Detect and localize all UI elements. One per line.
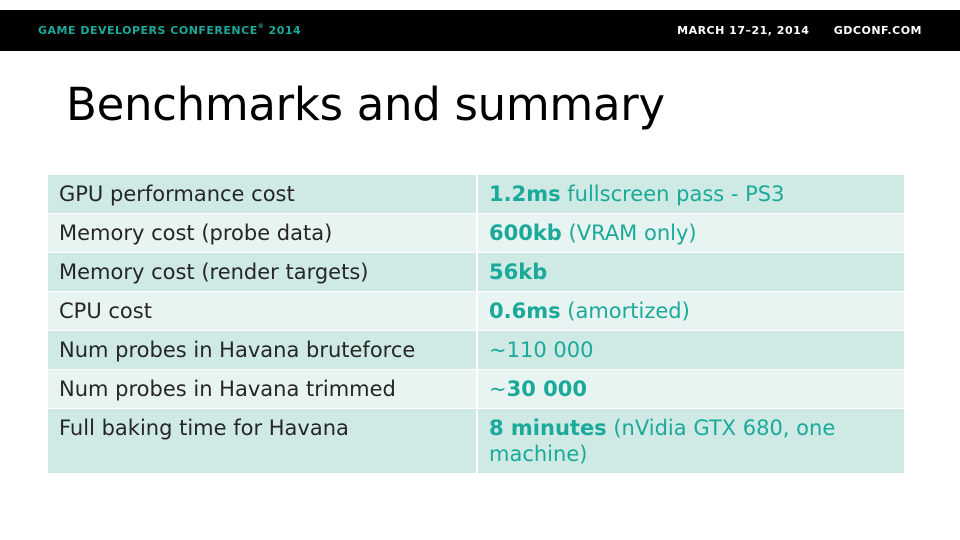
- value-prefix: ~: [489, 377, 507, 401]
- row-label: Memory cost (render targets): [48, 252, 478, 292]
- conference-website: GDCONF.COM: [833, 24, 922, 37]
- registered-mark: ®: [257, 23, 265, 30]
- table-row: GPU performance cost 1.2ms fullscreen pa…: [48, 175, 904, 214]
- value-bold: 8 minutes: [489, 416, 607, 440]
- header-right: MARCH 17–21, 2014 GDCONF.COM: [677, 24, 922, 37]
- value-bold: 0.6ms: [489, 299, 561, 323]
- value-rest: (amortized): [560, 299, 690, 323]
- row-value: 0.6ms (amortized): [477, 291, 904, 331]
- table-row: CPU cost 0.6ms (amortized): [48, 291, 904, 331]
- row-value: 1.2ms fullscreen pass - PS3: [477, 175, 904, 214]
- benchmark-table: GPU performance cost 1.2ms fullscreen pa…: [48, 175, 904, 474]
- row-label: Memory cost (probe data): [48, 213, 478, 253]
- row-value: 56kb: [477, 252, 904, 292]
- row-label: Num probes in Havana trimmed: [48, 369, 478, 409]
- row-value: 8 minutes (nVidia GTX 680, one machine): [477, 408, 904, 474]
- value-bold: 1.2ms: [489, 182, 561, 206]
- value-rest: (nVidia GTX 680, one machine): [489, 416, 836, 466]
- conference-dates: MARCH 17–21, 2014: [677, 24, 810, 37]
- conference-name: GAME DEVELOPERS CONFERENCE® 2014: [38, 23, 302, 37]
- value-rest: (VRAM only): [561, 221, 697, 245]
- value-bold: 56kb: [489, 260, 548, 284]
- row-label: Num probes in Havana bruteforce: [48, 330, 478, 370]
- value-bold: 600kb: [489, 221, 562, 245]
- table-row: Full baking time for Havana 8 minutes (n…: [48, 408, 904, 474]
- value-bold: 30 000: [506, 377, 587, 401]
- slide-title: Benchmarks and summary: [66, 78, 665, 131]
- value-prefix: ~110 000: [489, 338, 594, 362]
- row-label: GPU performance cost: [48, 175, 478, 214]
- table-row: Memory cost (probe data) 600kb (VRAM onl…: [48, 213, 904, 253]
- row-value: ~110 000: [477, 330, 904, 370]
- table-row: Memory cost (render targets) 56kb: [48, 252, 904, 292]
- row-value: ~30 000: [477, 369, 904, 409]
- conference-header-bar: GAME DEVELOPERS CONFERENCE® 2014 MARCH 1…: [0, 10, 960, 51]
- row-value: 600kb (VRAM only): [477, 213, 904, 253]
- table-row: Num probes in Havana trimmed ~30 000: [48, 369, 904, 409]
- value-rest: fullscreen pass - PS3: [560, 182, 785, 206]
- table-row: Num probes in Havana bruteforce ~110 000: [48, 330, 904, 370]
- row-label: CPU cost: [48, 291, 478, 331]
- row-label: Full baking time for Havana: [48, 408, 478, 474]
